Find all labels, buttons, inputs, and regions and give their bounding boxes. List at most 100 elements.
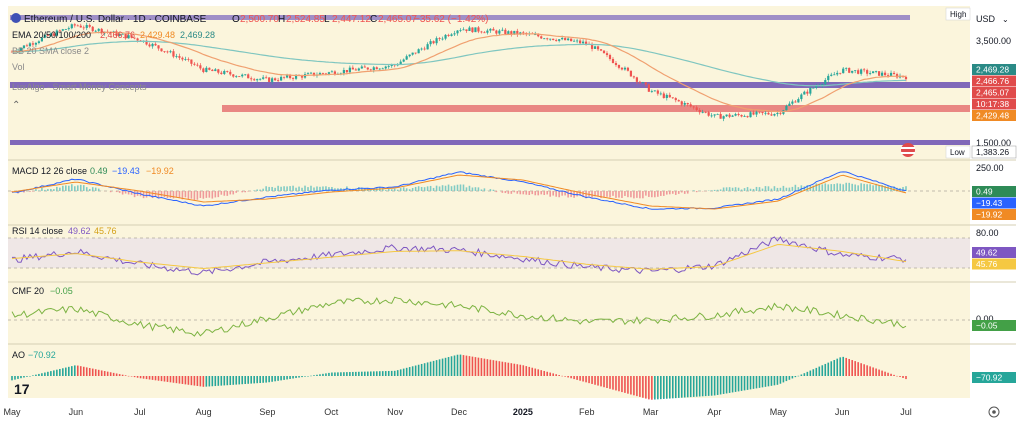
ao-bar	[896, 376, 898, 377]
currency-selector[interactable]: USD	[976, 14, 996, 24]
ao-bar	[540, 370, 542, 376]
ao-bar	[690, 376, 692, 397]
candle-body	[675, 98, 677, 100]
macd-hist-bar	[385, 190, 387, 191]
ao-bar	[905, 376, 907, 379]
ao-bar	[14, 376, 16, 380]
ao-bar	[848, 359, 850, 376]
macd-hist-bar	[633, 191, 635, 198]
ao-bar	[283, 376, 285, 380]
ao-bar	[469, 356, 471, 376]
cmf-legend-label[interactable]: CMF 20	[12, 286, 44, 296]
candle-body	[726, 115, 728, 117]
ao-bar	[11, 376, 13, 380]
candle-body	[878, 71, 880, 76]
macd-hist-bar	[35, 189, 37, 191]
candle-body	[696, 107, 698, 110]
ao-bar	[798, 376, 800, 377]
candle-body	[609, 55, 611, 59]
ao-bar	[558, 375, 560, 376]
candle-body	[412, 53, 414, 55]
macd-hist-bar	[316, 186, 318, 191]
macd-hist-bar	[531, 191, 533, 194]
ao-bar	[490, 360, 492, 376]
macd-hist-bar	[648, 191, 650, 197]
ao-bar	[218, 376, 220, 386]
candle-body	[361, 67, 363, 69]
candle-body	[746, 116, 748, 117]
vol-legend-label[interactable]: Vol	[12, 62, 25, 72]
ao-bar	[561, 376, 563, 377]
ao-bar	[720, 376, 722, 394]
candle-body	[681, 101, 683, 104]
collapse-legend-icon[interactable]: ⌃	[12, 100, 20, 111]
candle-body	[424, 49, 426, 50]
macd-hist-bar	[466, 187, 468, 191]
ema-legend-label[interactable]: EMA 20/50/100/200	[12, 30, 91, 40]
ao-bar	[451, 356, 453, 376]
price-tick-3500: 3,500.00	[976, 36, 1011, 46]
ao-bar	[203, 376, 205, 387]
macd-tags: 0.49−19.43−19.92	[972, 186, 1016, 220]
ao-bar	[663, 376, 665, 399]
rsi-legend-label[interactable]: RSI 14 close	[12, 226, 63, 236]
candle-body	[205, 68, 207, 72]
candle-body	[352, 68, 354, 70]
ao-bar	[579, 376, 581, 381]
candle-body	[450, 34, 452, 36]
macd-hist-bar	[265, 186, 267, 191]
ao-bar	[268, 376, 270, 382]
candle-body	[504, 30, 506, 34]
bb-legend-label[interactable]: BB 20 SMA close 2	[12, 46, 89, 56]
candle-body	[406, 56, 408, 59]
macd-hist-bar	[223, 191, 225, 196]
macd-legend-label[interactable]: MACD 12 26 close	[12, 166, 87, 176]
macd-hist-bar	[206, 191, 208, 198]
candle-body	[492, 29, 494, 31]
ao-bar	[388, 371, 390, 376]
ao-bar	[672, 376, 674, 398]
candle-body	[229, 72, 231, 75]
macd-hist-bar	[125, 191, 127, 194]
macd-hist-bar	[274, 188, 276, 191]
ao-bar	[546, 372, 548, 376]
ao-bar	[591, 376, 593, 384]
ao-bar	[170, 376, 172, 382]
candle-body	[465, 29, 467, 31]
candle-body	[648, 85, 650, 92]
ao-bar	[783, 376, 785, 382]
candle-body	[415, 53, 417, 54]
candle-body	[522, 32, 524, 33]
ao-bar	[83, 367, 85, 376]
low-label: Low	[950, 148, 965, 157]
macd-hist-bar	[624, 191, 626, 196]
macd-hist-bar	[256, 189, 258, 191]
ao-bar	[860, 363, 862, 376]
candle-body	[594, 46, 596, 49]
time-tick-label: Aug	[196, 407, 212, 417]
ao-bar	[229, 376, 231, 385]
macd-hist-bar	[552, 191, 554, 196]
ao-bar	[406, 368, 408, 376]
symbol-title[interactable]: Ethereum / U.S. Dollar · 1D · COINBASE	[24, 14, 207, 25]
macd-hist-bar	[493, 190, 495, 191]
ao-bar	[358, 372, 360, 376]
currency-chevron-icon[interactable]: ⌄	[1002, 15, 1009, 24]
candle-body	[758, 112, 760, 113]
macd-hist-bar	[406, 188, 408, 191]
macd-tag: 0.49	[976, 187, 993, 197]
country-flag-icon[interactable]	[901, 143, 915, 157]
ao-bar	[385, 371, 387, 376]
ao-bar	[289, 376, 291, 379]
ao-legend-label[interactable]: AO	[12, 350, 25, 360]
support-band-low	[10, 140, 970, 145]
ao-bar	[26, 376, 28, 377]
ao-bar	[104, 371, 106, 376]
ao-bar	[265, 376, 267, 383]
candle-body	[624, 68, 626, 70]
candle-body	[250, 78, 252, 79]
ao-bar	[68, 367, 70, 376]
smc-legend-label[interactable]: LuxAlgo - Smart Money Concepts	[12, 82, 147, 92]
candle-body	[367, 68, 369, 70]
